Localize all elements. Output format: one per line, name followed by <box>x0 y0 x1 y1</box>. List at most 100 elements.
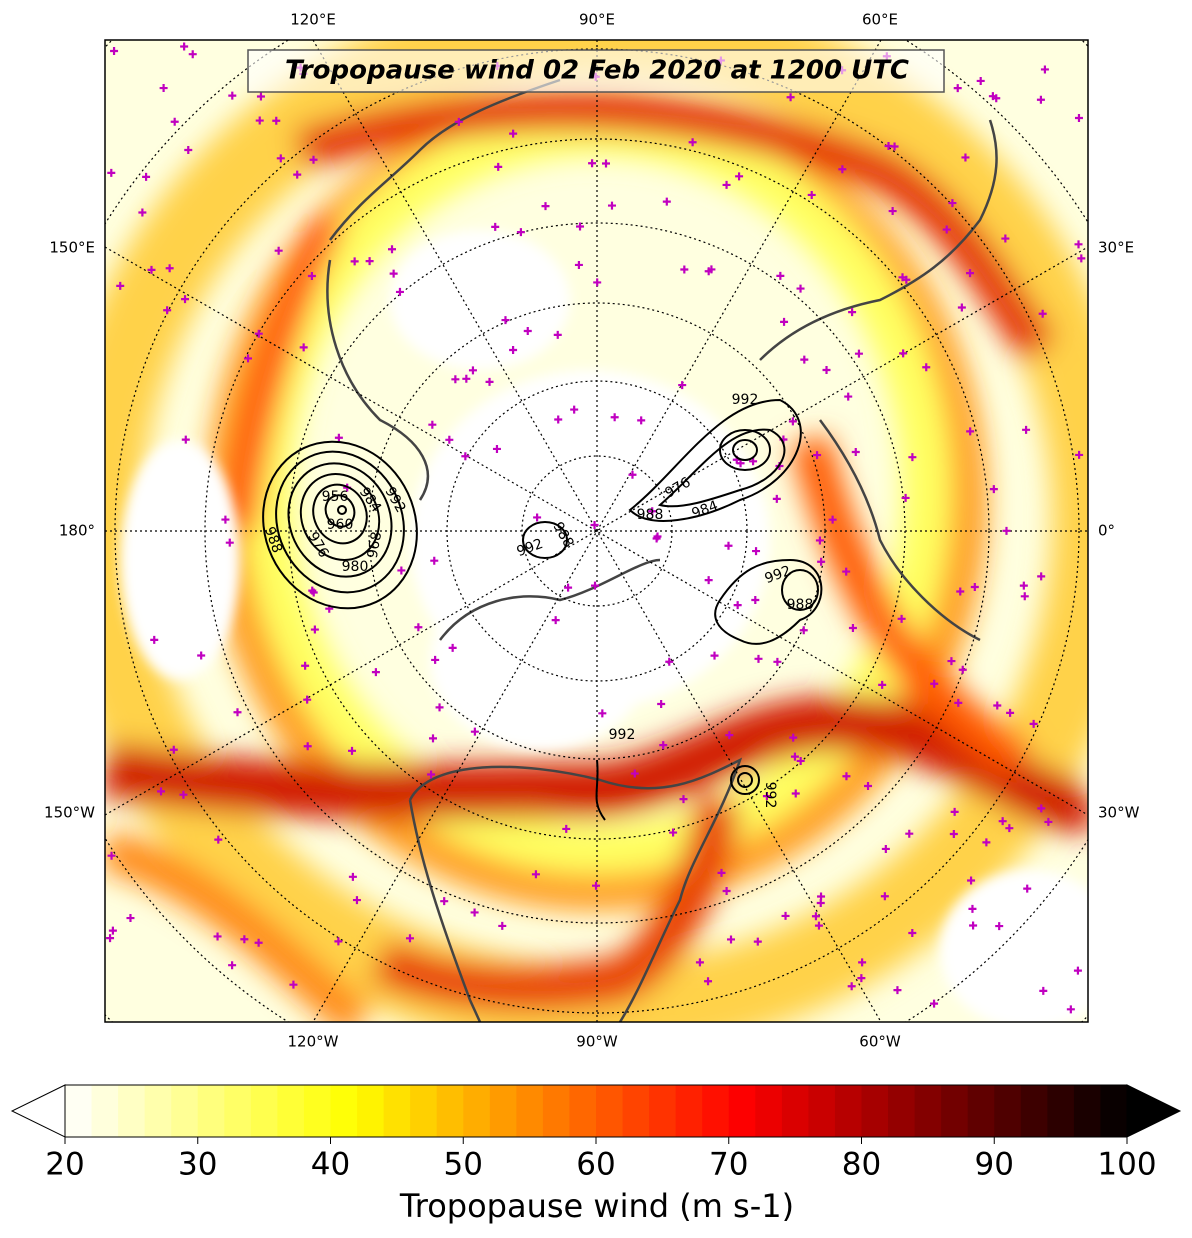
station-marker <box>893 986 902 995</box>
station-marker <box>878 680 887 689</box>
station-marker <box>350 257 359 266</box>
colorbar-segment <box>250 1085 278 1137</box>
station-marker <box>842 567 851 576</box>
colorbar-segment <box>622 1085 650 1137</box>
station-marker <box>762 792 771 801</box>
station-marker <box>817 557 826 566</box>
station-marker <box>637 416 646 425</box>
colorbar-tick-label: 60 <box>576 1147 615 1183</box>
colorbar-segment <box>330 1085 358 1137</box>
station-marker <box>1077 254 1086 263</box>
coastlines <box>326 78 998 1022</box>
station-marker <box>389 269 398 278</box>
station-marker <box>695 958 704 967</box>
colorbar-segment <box>144 1085 172 1137</box>
station-marker <box>142 172 151 181</box>
station-marker <box>966 269 975 278</box>
colorbar-segment <box>941 1085 969 1137</box>
station-marker <box>1074 113 1083 122</box>
contour-label: 960 <box>327 517 354 533</box>
station-marker <box>890 142 899 151</box>
longitude-label: 30°W <box>1098 804 1140 822</box>
station-marker <box>228 961 237 970</box>
station-marker <box>989 485 998 494</box>
station-marker <box>414 623 423 632</box>
colorbar-segment <box>65 1085 93 1137</box>
station-marker <box>451 375 460 384</box>
pressure-contours <box>262 398 823 821</box>
station-marker <box>551 616 560 625</box>
station-marker <box>679 795 688 804</box>
colorbar-segment <box>888 1085 916 1137</box>
station-marker <box>722 180 731 189</box>
station-marker <box>948 199 957 208</box>
station-marker <box>553 330 562 339</box>
colorbar-tick-label: 50 <box>444 1147 483 1183</box>
station-marker <box>494 162 503 171</box>
colorbar-segment <box>542 1085 571 1137</box>
station-marker <box>704 977 713 986</box>
station-marker <box>776 271 785 280</box>
station-marker <box>181 435 190 444</box>
station-marker <box>188 50 197 59</box>
station-marker <box>576 222 585 231</box>
station-marker <box>590 520 599 529</box>
station-marker <box>159 84 168 93</box>
station-marker <box>468 366 477 375</box>
longitude-label: 120°E <box>290 11 336 29</box>
station-marker <box>588 159 597 168</box>
station-marker <box>789 733 798 742</box>
colorbar-segment <box>596 1085 624 1137</box>
station-marker <box>678 381 687 390</box>
station-marker <box>592 881 601 890</box>
station-marker <box>799 626 808 635</box>
station-marker <box>254 938 263 947</box>
station-marker <box>1039 986 1048 995</box>
station-marker <box>126 914 135 923</box>
station-marker <box>570 405 579 414</box>
station-marker <box>908 453 917 462</box>
station-marker <box>602 159 611 168</box>
colorbar-segment <box>755 1085 783 1137</box>
station-marker <box>184 145 193 154</box>
station-marker <box>688 138 697 147</box>
station-marker <box>854 349 863 358</box>
colorbar-segment <box>118 1085 146 1137</box>
colorbar-segment <box>1073 1085 1102 1137</box>
map-title: Tropopause wind 02 Feb 2020 at 1200 UTC <box>285 56 909 86</box>
station-marker <box>881 844 890 853</box>
station-marker <box>922 363 931 372</box>
station-marker <box>844 392 853 401</box>
station-marker <box>147 265 156 274</box>
colorbar-segment <box>675 1085 703 1137</box>
station-marker <box>659 741 668 750</box>
colorbar-segment <box>489 1085 517 1137</box>
station-marker <box>138 208 147 217</box>
station-marker <box>541 202 550 211</box>
station-marker <box>733 601 742 610</box>
station-marker <box>822 365 831 374</box>
longitude-label: 150°W <box>44 804 95 822</box>
station-marker <box>930 999 939 1008</box>
contour-label: 968 <box>365 530 385 559</box>
station-marker <box>899 349 908 358</box>
station-marker <box>648 507 657 516</box>
station-marker <box>1005 824 1014 833</box>
colorbar-segment <box>1047 1085 1075 1137</box>
station-marker <box>533 513 542 522</box>
station-marker <box>908 928 917 937</box>
longitude-label: 30°E <box>1098 239 1134 257</box>
colorbar-tick-label: 40 <box>311 1147 350 1183</box>
station-marker <box>276 154 285 163</box>
station-marker <box>788 417 797 426</box>
station-marker <box>1001 234 1010 243</box>
calm-areas <box>120 230 1088 1022</box>
longitude-label: 90°E <box>579 11 615 29</box>
colorbar-segment <box>569 1085 597 1137</box>
station-markers <box>106 42 1086 1014</box>
station-marker <box>428 734 437 743</box>
station-marker <box>598 709 607 718</box>
station-marker <box>1036 95 1045 104</box>
station-marker <box>1038 309 1047 318</box>
